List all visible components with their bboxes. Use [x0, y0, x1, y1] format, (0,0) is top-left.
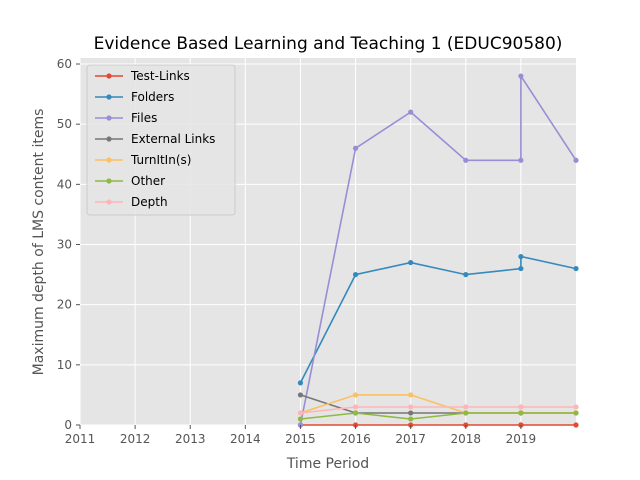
data-point-files — [352, 145, 359, 151]
x-tick-label: 2018 — [451, 432, 482, 446]
chart-title: Evidence Based Learning and Teaching 1 (… — [94, 34, 563, 54]
x-tick-label: 2016 — [340, 432, 371, 446]
data-point-files — [463, 157, 469, 163]
y-tick-label: 10 — [57, 358, 72, 372]
legend-label: External Links — [131, 132, 215, 146]
y-tick-label: 20 — [57, 298, 72, 312]
x-axis-label: Time Period — [286, 456, 369, 472]
data-point-other — [297, 416, 304, 422]
series-line-depth — [300, 406, 576, 414]
data-point-depth — [297, 410, 304, 416]
legend-label: Folders — [131, 90, 174, 104]
legend-marker — [106, 136, 112, 142]
y-tick-label: 30 — [57, 238, 72, 252]
data-point-external-links — [408, 410, 414, 416]
data-point-files — [518, 157, 524, 163]
data-point-turnitin-s — [352, 392, 359, 398]
legend-marker — [106, 115, 112, 121]
legend-marker — [106, 73, 112, 79]
data-point-turnitin-s — [408, 392, 414, 398]
data-point-files — [573, 157, 579, 163]
data-point-folders — [463, 271, 469, 278]
y-axis-label: Maximum depth of LMS content items — [31, 109, 47, 376]
data-point-depth — [352, 404, 359, 410]
legend-box — [86, 64, 236, 216]
data-point-other — [573, 410, 579, 416]
data-point-folders — [352, 271, 359, 278]
y-tick-label: 60 — [57, 57, 72, 71]
data-point-folders — [408, 259, 414, 266]
y-tick-label: 50 — [57, 117, 72, 131]
legend-label: Files — [131, 111, 157, 125]
x-tick-label: 2014 — [230, 432, 261, 446]
axis-ticks: 2011 2012 2013 2014 2015 2016 2017 2018 2019 0 10 2… — [57, 57, 536, 446]
data-point-folders — [573, 265, 579, 272]
data-point-files — [408, 109, 414, 115]
data-point-depth — [573, 404, 579, 410]
data-point-depth — [463, 404, 469, 410]
series-line-other — [300, 412, 576, 420]
data-point-other — [518, 410, 524, 416]
data-point-other — [352, 410, 359, 416]
data-point-other — [463, 410, 469, 416]
legend-marker — [106, 94, 112, 100]
x-tick-label: 2011 — [65, 432, 96, 446]
legend: Test-Links Folders Files External Links Turn… — [86, 64, 236, 216]
x-tick-label: 2017 — [395, 432, 426, 446]
y-tick-label: 40 — [57, 177, 72, 191]
y-tick-label: 0 — [64, 418, 72, 432]
data-point-other — [408, 416, 414, 422]
legend-label: Depth — [131, 195, 168, 209]
legend-marker — [106, 157, 112, 163]
legend-label: TurnItIn(s) — [130, 153, 191, 167]
data-point-folders — [518, 265, 524, 272]
series-group — [297, 73, 579, 428]
data-point-files — [518, 73, 524, 79]
data-point-external-links — [297, 392, 304, 398]
data-point-folders — [297, 380, 304, 386]
x-tick-label: 2012 — [120, 432, 151, 446]
legend-label: Other — [131, 174, 165, 188]
data-point-test-links — [573, 422, 579, 428]
x-tick-label: 2019 — [506, 432, 537, 446]
x-tick-label: 2013 — [175, 432, 206, 446]
data-point-depth — [408, 404, 414, 410]
data-point-folders — [518, 253, 524, 260]
x-tick-label: 2015 — [285, 432, 316, 446]
legend-marker — [106, 199, 112, 205]
legend-label: Test-Links — [130, 69, 190, 83]
legend-marker — [106, 178, 112, 184]
data-point-depth — [518, 404, 524, 410]
